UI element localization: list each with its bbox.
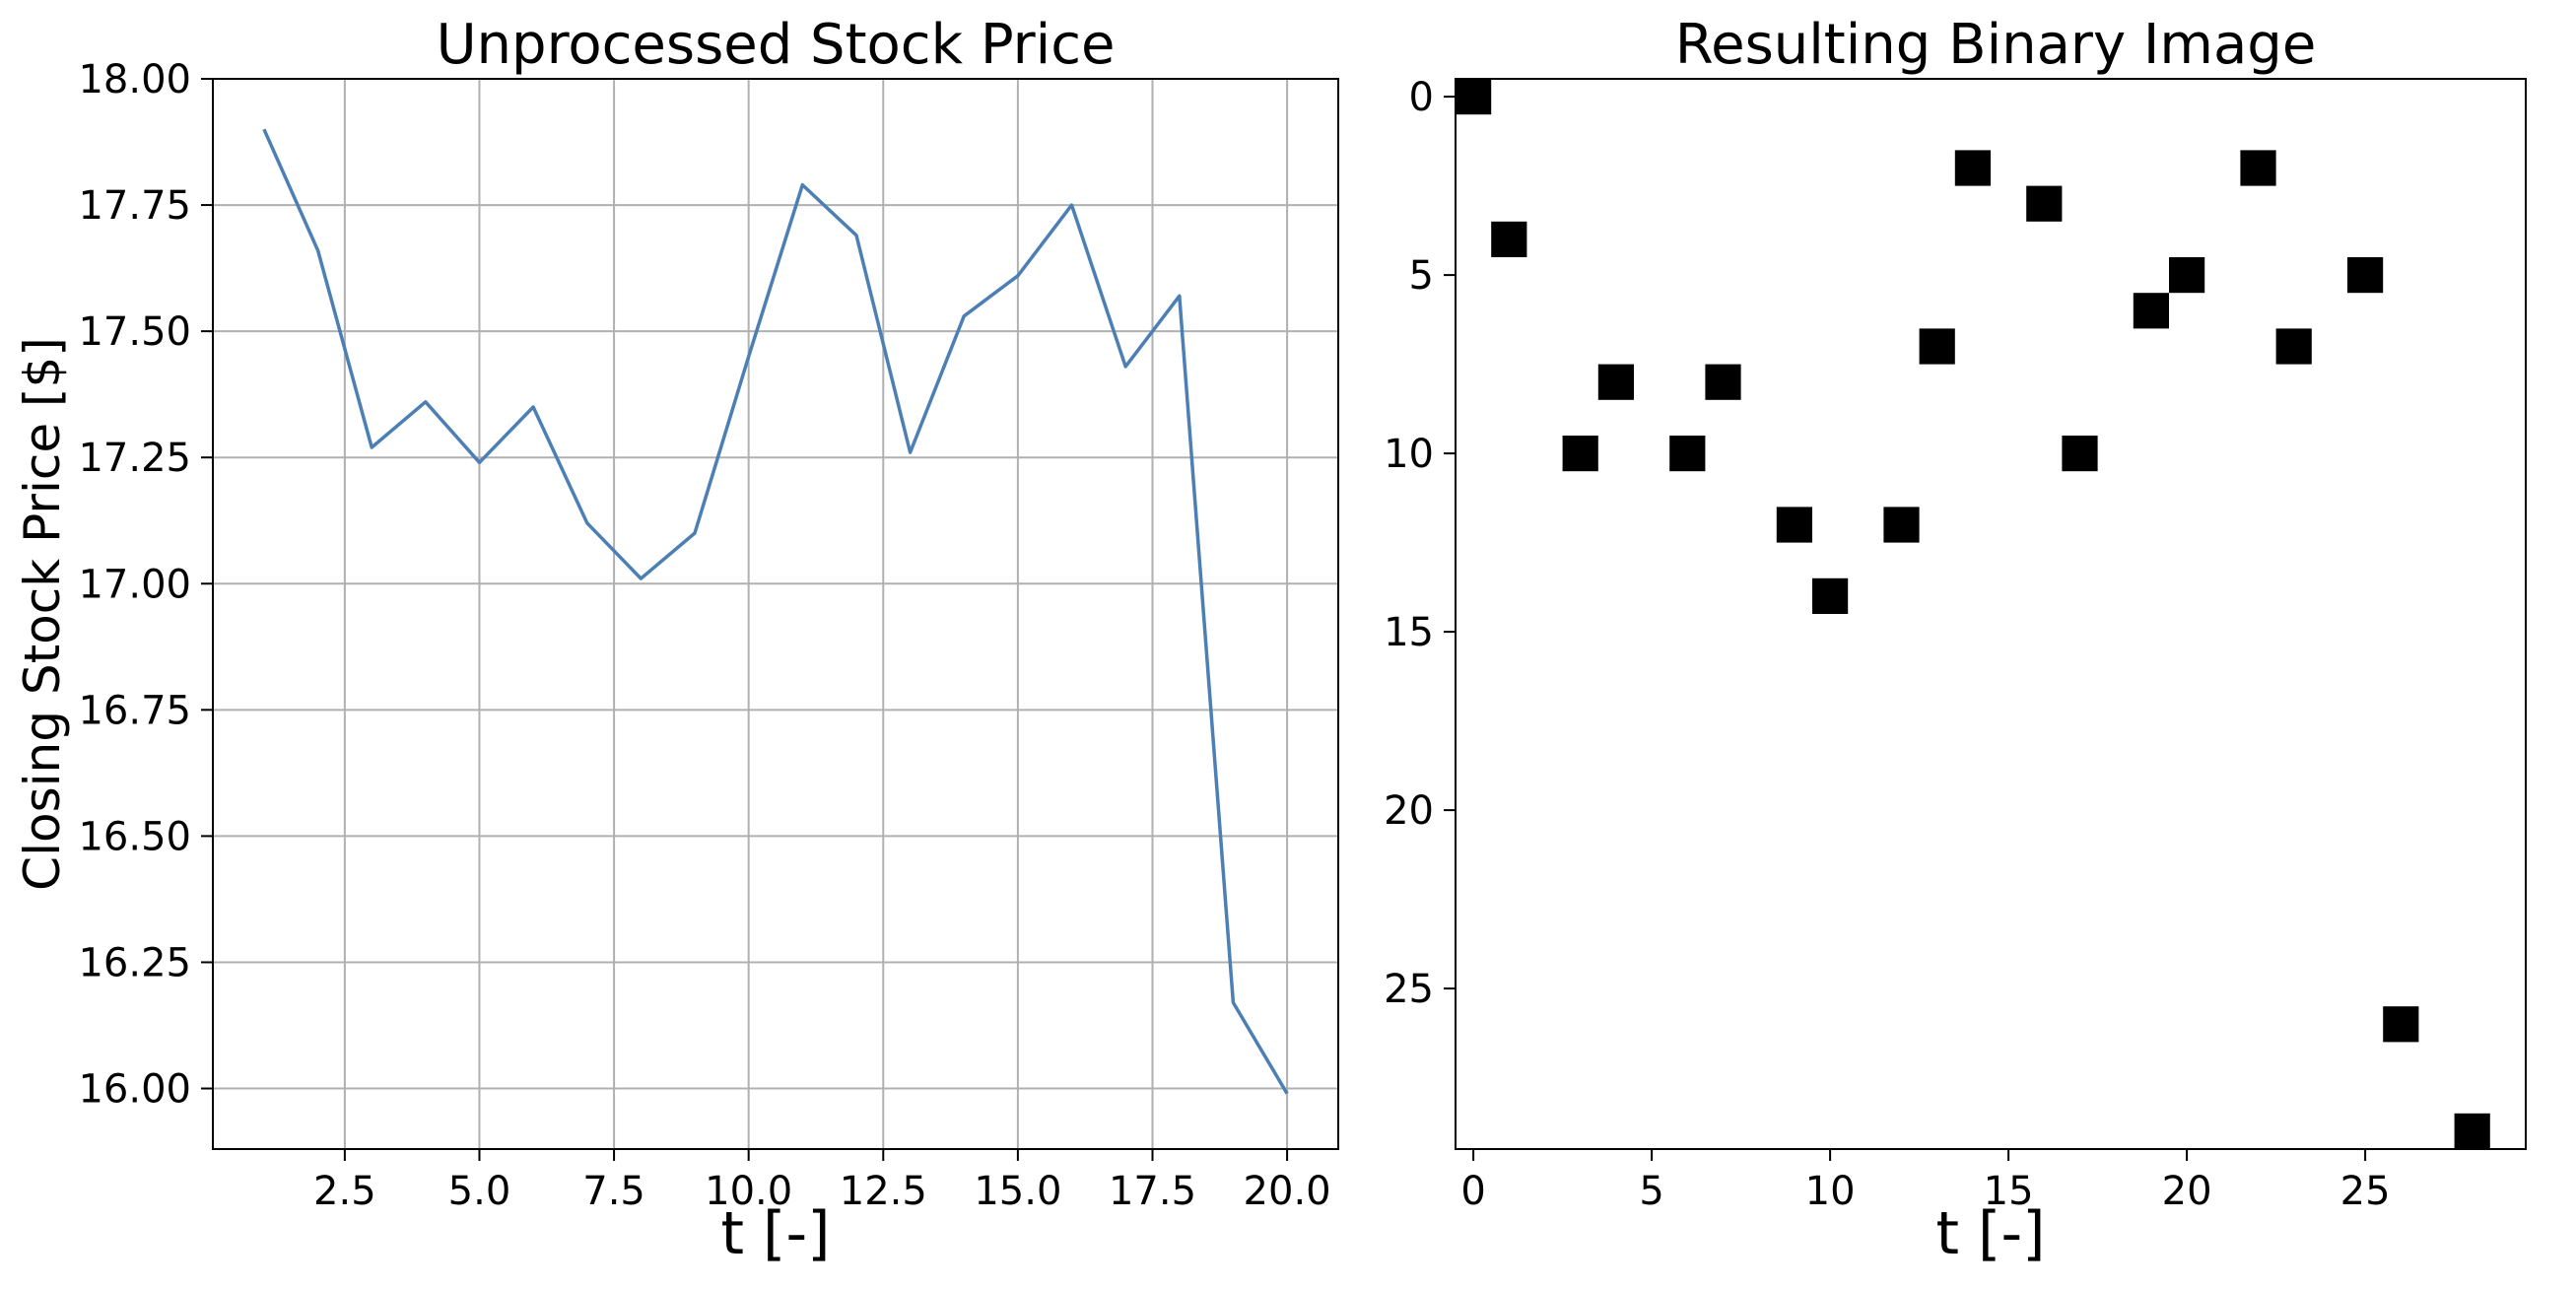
binary-pixel [1491, 221, 1527, 257]
left-plot-frame [212, 78, 1339, 1150]
left-x-axis-label: t [-] [720, 1199, 830, 1268]
binary-pixel [1456, 79, 1492, 115]
binary-pixel [2062, 436, 2098, 472]
binary-pixel [2026, 185, 2063, 222]
right-x-tick-label: 10 [1805, 1169, 1856, 1214]
right-x-tick-label: 20 [2162, 1169, 2212, 1214]
binary-pixel [1812, 577, 1849, 614]
right-plot-frame [1455, 78, 2527, 1150]
left-gridlines [213, 78, 1338, 1149]
binary-pixel [1669, 436, 1706, 472]
right-x-tick-label: 0 [1460, 1169, 1485, 1214]
binary-pixel [2347, 257, 2384, 294]
binary-pixel [2169, 257, 2205, 294]
binary-pixel [2275, 328, 2312, 365]
binary-pixel [2133, 293, 2169, 329]
binary-pixel [1562, 436, 1598, 472]
binary-pixel [2383, 1006, 2419, 1043]
right-x-tick-label: 15 [1984, 1169, 2034, 1214]
right-y-ticks: 0 5 10 15 20 25 [1384, 75, 1456, 1012]
left-x-tick-label: 7.5 [582, 1169, 645, 1214]
left-y-tick-label: 17.00 [78, 562, 191, 607]
left-x-tick-label: 12.5 [840, 1169, 927, 1214]
left-x-ticks: 2.5 5.0 7.5 10.0 12.5 15.0 17.5 20.0 [313, 1149, 1331, 1214]
binary-pixel [1954, 150, 1991, 186]
left-chart-title: Unprocessed Stock Price [437, 13, 1116, 77]
left-x-tick-label: 15.0 [974, 1169, 1061, 1214]
left-x-tick-label: 2.5 [313, 1169, 376, 1214]
right-y-tick-label: 5 [1409, 253, 1434, 299]
left-y-tick-label: 17.25 [78, 436, 191, 481]
binary-image-chart: Resulting Binary Image 0 5 10 15 20 25 0 5 10 15… [1384, 13, 2527, 1268]
left-y-tick-label: 16.75 [78, 688, 191, 733]
left-x-tick-label: 10.0 [705, 1169, 792, 1214]
binary-pixel [1919, 328, 1955, 365]
binary-pixel [1776, 507, 1812, 543]
right-y-tick-label: 25 [1384, 967, 1434, 1012]
stock-price-chart: Unprocessed Stock Price 2.5 5.0 7.5 10.0 12.… [14, 13, 1339, 1268]
right-x-ticks: 0 5 10 15 20 25 [1460, 1149, 2391, 1214]
binary-pixel [1705, 364, 1741, 400]
left-y-tick-label: 18.00 [78, 57, 191, 102]
left-y-tick-label: 16.25 [78, 940, 191, 985]
right-chart-title: Resulting Binary Image [1675, 13, 2317, 77]
right-x-tick-label: 5 [1639, 1169, 1663, 1214]
stock-price-line [262, 128, 1289, 1095]
left-y-tick-label: 17.50 [78, 309, 191, 355]
binary-pixel [2240, 150, 2276, 186]
right-x-tick-label: 25 [2340, 1169, 2391, 1214]
right-y-tick-label: 15 [1384, 610, 1434, 655]
stock-price-series [262, 128, 1289, 1095]
binary-pixel [1883, 507, 1920, 543]
left-y-tick-label: 16.50 [78, 814, 191, 859]
right-y-tick-label: 10 [1384, 432, 1434, 477]
binary-pixel [1597, 364, 1634, 400]
left-y-tick-label: 16.00 [78, 1067, 191, 1113]
left-x-tick-label: 5.0 [448, 1169, 511, 1214]
right-x-axis-label: t [-] [1935, 1199, 2045, 1268]
left-x-tick-label: 17.5 [1109, 1169, 1196, 1214]
left-y-tick-label: 17.75 [78, 183, 191, 229]
left-y-axis-label: Closing Stock Price [$] [14, 337, 71, 891]
left-y-ticks: 16.00 16.25 16.50 16.75 17.00 17.25 17.50 17.75… [78, 57, 213, 1113]
binary-pixels [1456, 79, 2490, 1149]
binary-pixel [2454, 1113, 2490, 1149]
right-y-tick-label: 20 [1384, 788, 1434, 834]
left-x-tick-label: 20.0 [1244, 1169, 1331, 1214]
right-y-tick-label: 0 [1409, 75, 1434, 120]
